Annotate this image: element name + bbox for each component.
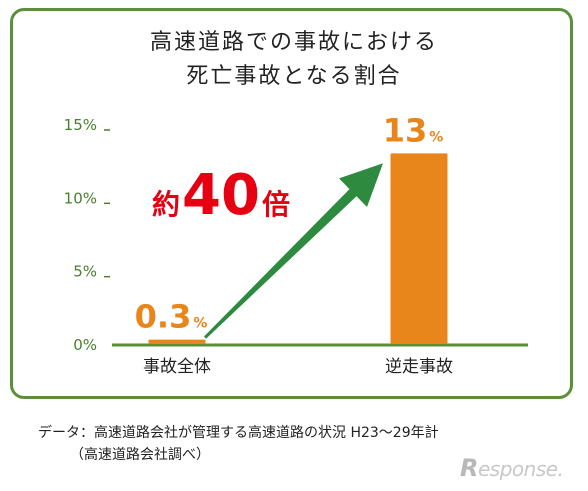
y-tick-label: 15%: [64, 116, 97, 134]
y-tick-label: 10%: [64, 189, 97, 207]
bar: [148, 339, 206, 344]
growth-arrow: [204, 163, 383, 339]
ratio-annotation: 約40倍: [152, 163, 290, 228]
y-tick-label: 5%: [73, 263, 97, 281]
chart-frame: [10, 8, 573, 399]
response-logo: Response.: [460, 454, 564, 482]
category-label: 事故全体: [143, 357, 211, 377]
data-label: 13%: [383, 111, 444, 149]
source-note: データ：高速道路会社が管理する高速道路の状況 H23～29年計: [38, 425, 439, 441]
chart-title-line-2: 死亡事故となる割合: [186, 64, 402, 89]
source-note-sub: （高速道路会社調べ）: [70, 447, 210, 463]
y-tick-label: 0%: [73, 336, 97, 354]
data-label: 0.3%: [135, 298, 208, 336]
category-label: 逆走事故: [385, 357, 453, 377]
chart-svg: 0% 5% 10% 15% 事故全体 0.3 % 逆走事故 13 % 約40倍: [64, 111, 528, 377]
chart-title-line-1: 高速道路での事故における: [149, 30, 438, 55]
bar: [390, 153, 448, 344]
